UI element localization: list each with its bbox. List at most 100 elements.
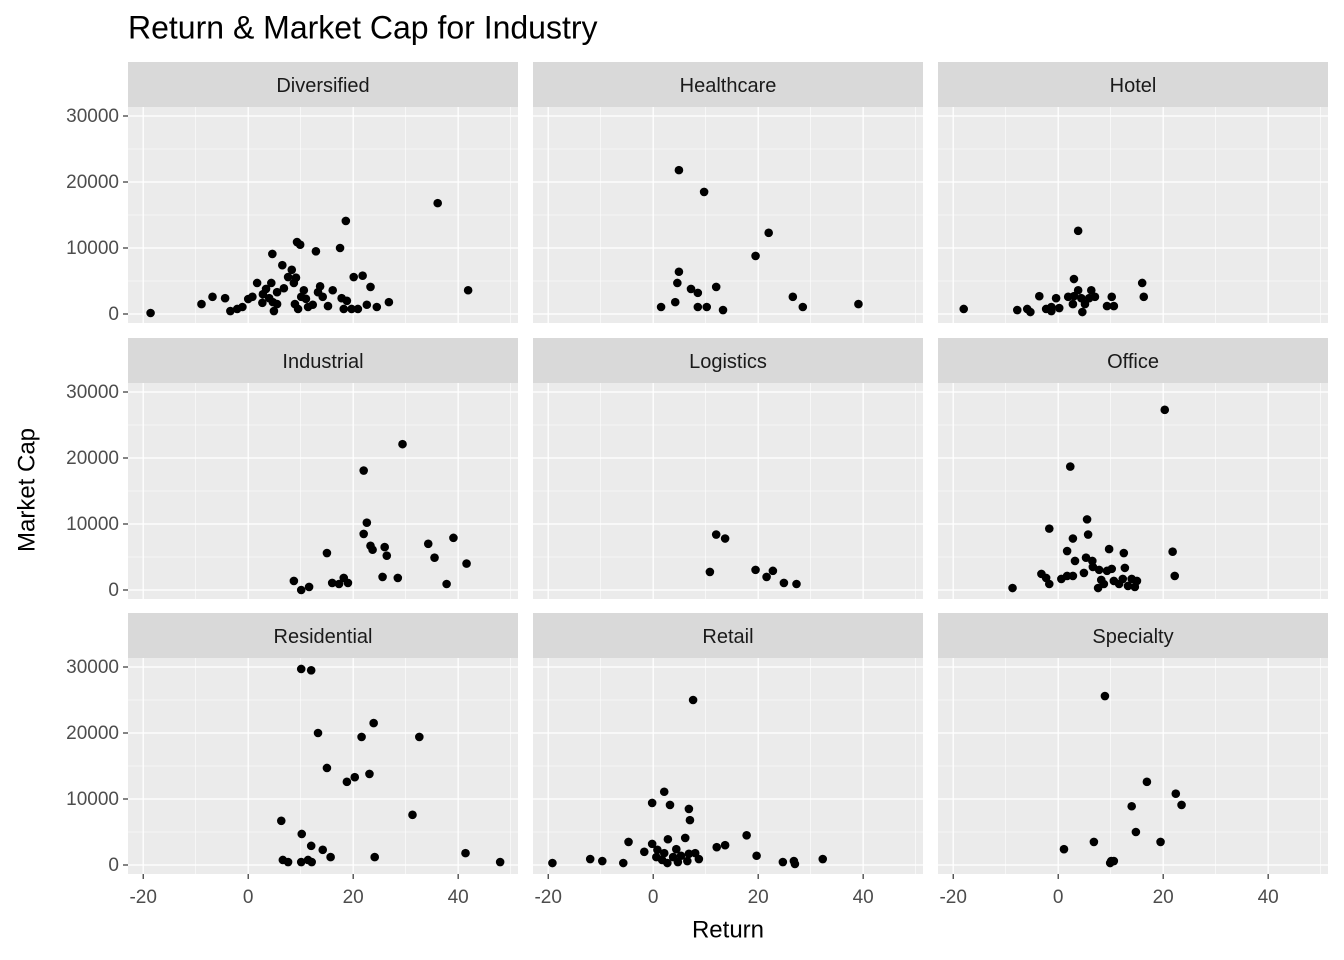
point [1083, 530, 1093, 539]
strip-label: Diversified [276, 75, 369, 97]
point [1107, 292, 1117, 302]
point [1079, 568, 1089, 578]
point [1044, 579, 1054, 589]
point [362, 300, 372, 310]
point [1026, 307, 1035, 317]
point [339, 304, 349, 314]
point [335, 243, 345, 253]
strip [938, 62, 1328, 107]
x-tick-label: 20 [1153, 887, 1174, 908]
y-tick-label: 30000 [66, 382, 119, 403]
point [1035, 291, 1044, 301]
x-tick-label: -20 [939, 887, 966, 908]
point [252, 278, 262, 288]
point [1086, 285, 1096, 295]
point [751, 565, 760, 575]
point [688, 695, 698, 705]
point [1070, 556, 1080, 566]
point [296, 664, 306, 674]
point [268, 249, 277, 259]
point [1177, 800, 1186, 810]
point [297, 829, 307, 839]
point [659, 848, 669, 858]
point [663, 834, 673, 844]
point [384, 297, 394, 307]
point [362, 518, 372, 527]
point [685, 815, 695, 825]
y-tick-label: 10000 [66, 514, 119, 535]
point [226, 306, 235, 316]
y-tick-label: 0 [108, 855, 119, 876]
point [278, 260, 287, 270]
point [1137, 278, 1147, 288]
point [1082, 515, 1092, 524]
y-tick-label: 30000 [66, 106, 119, 127]
point [1081, 553, 1091, 562]
point [1127, 801, 1136, 811]
point [318, 845, 328, 855]
point [1132, 576, 1142, 586]
strip-label: Office [1107, 351, 1159, 373]
point [380, 542, 389, 552]
point [283, 272, 293, 282]
point [301, 294, 311, 304]
point [647, 798, 657, 808]
point [818, 854, 828, 864]
point [322, 548, 332, 558]
point [798, 302, 808, 312]
point [1069, 274, 1079, 284]
point [1171, 789, 1181, 799]
point [272, 299, 282, 309]
point [357, 732, 366, 742]
point [1168, 547, 1177, 557]
point [702, 302, 712, 312]
point [463, 285, 473, 295]
point [349, 272, 359, 282]
point [283, 857, 293, 867]
point [430, 553, 439, 562]
point [1104, 544, 1114, 554]
point [693, 302, 703, 312]
point [287, 265, 297, 275]
point [751, 251, 760, 261]
point [269, 306, 279, 316]
point [699, 187, 709, 197]
point [1089, 837, 1099, 847]
point [197, 299, 206, 309]
point [272, 287, 282, 297]
x-tick-label: 0 [243, 887, 254, 908]
x-tick-label: 0 [1053, 887, 1064, 908]
strip-label: Specialty [1092, 626, 1173, 648]
point [1142, 777, 1152, 787]
point [342, 296, 352, 306]
point [1156, 837, 1165, 847]
point [248, 292, 257, 302]
point [295, 240, 305, 249]
point [365, 769, 374, 779]
x-tick-label: 20 [748, 887, 769, 908]
strip-label: Residential [274, 626, 373, 648]
point [1068, 534, 1078, 543]
point [1062, 546, 1072, 556]
point [258, 298, 267, 308]
point [359, 529, 368, 539]
point [624, 837, 633, 847]
point [1008, 583, 1017, 593]
point [665, 800, 675, 810]
point [307, 857, 317, 867]
point [408, 810, 417, 820]
point [1100, 691, 1110, 701]
point [1054, 303, 1064, 313]
point [415, 732, 424, 742]
x-tick-label: -20 [129, 887, 156, 908]
point [327, 578, 337, 588]
point [369, 718, 378, 728]
point [449, 533, 458, 543]
point [1068, 299, 1078, 309]
point [653, 845, 662, 855]
point [1107, 564, 1117, 574]
point [266, 278, 276, 288]
point [673, 857, 683, 867]
point [1094, 565, 1104, 575]
